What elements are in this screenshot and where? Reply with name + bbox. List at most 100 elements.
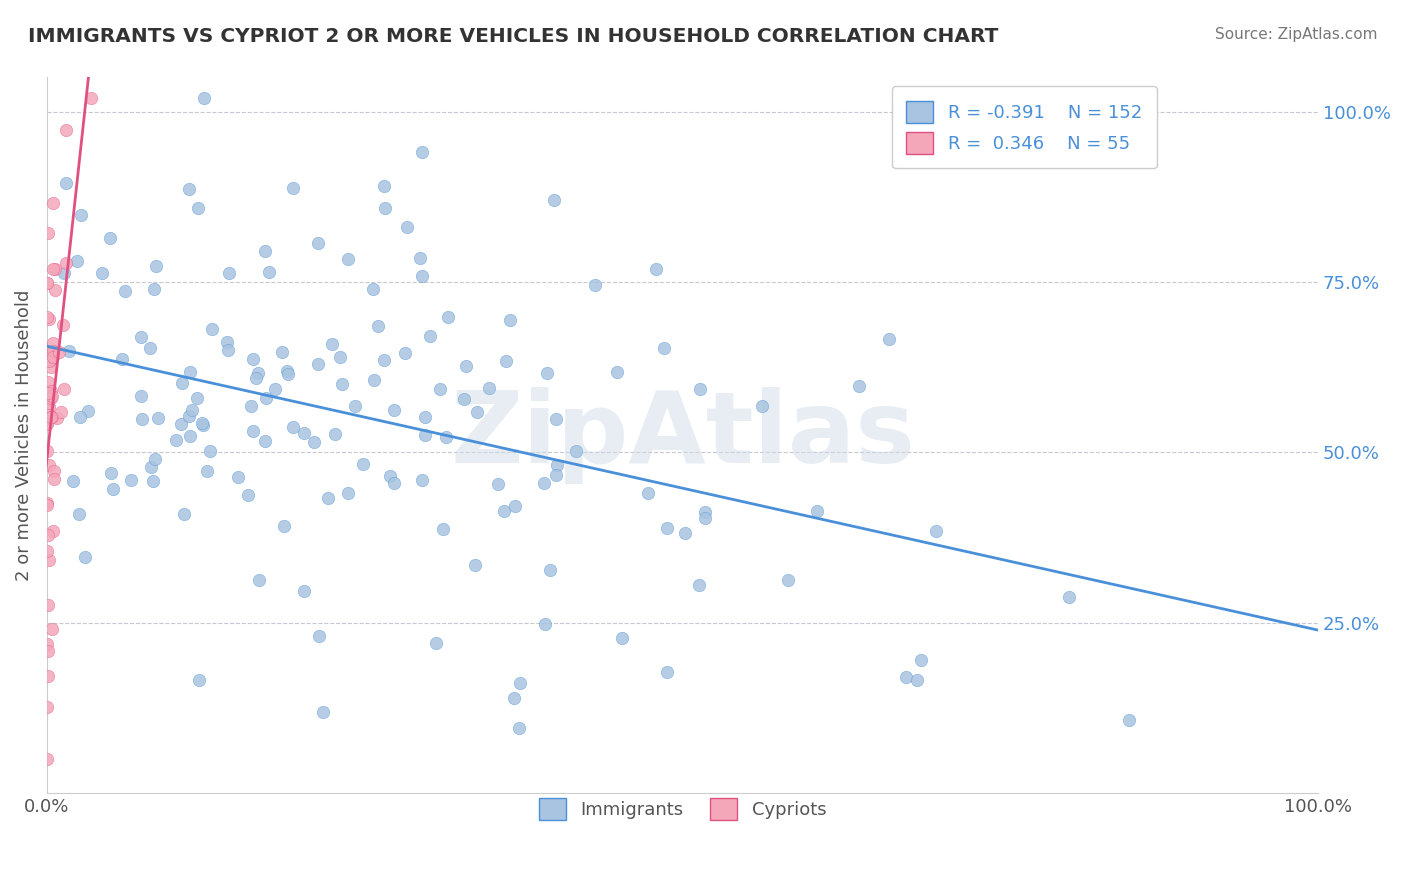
Point [910,653,932,667]
Point [612,631,634,645]
Point [437,310,460,324]
Point [778,573,800,587]
Point [49,405,72,419]
Point [411,145,433,159]
Point [187,201,209,215]
Point [120,473,142,487]
Point [37,598,59,612]
Point [330,377,353,392]
Point [264,382,287,396]
Point [425,635,447,649]
Point [337,486,360,500]
Point [546,458,568,472]
Point [193,91,215,105]
Point [508,721,530,735]
Point [465,405,488,419]
Point [655,665,678,679]
Point [35,345,58,359]
Point [374,201,396,215]
Point [37,528,59,542]
Point [411,473,433,487]
Point [281,419,304,434]
Point [141,460,163,475]
Point [35,416,58,430]
Point [253,244,276,258]
Point [259,265,281,279]
Point [536,366,558,380]
Point [37,669,59,683]
Point [281,181,304,195]
Point [62,474,84,488]
Point [103,483,125,497]
Legend: Immigrants, Cypriots: Immigrants, Cypriots [524,783,841,834]
Point [138,341,160,355]
Point [41,409,63,424]
Point [226,469,249,483]
Point [247,574,270,588]
Point [177,182,200,196]
Point [80,91,103,105]
Point [373,353,395,368]
Point [534,617,557,632]
Point [35,498,58,512]
Point [66,253,89,268]
Point [411,269,433,284]
Point [238,488,260,502]
Point [538,563,561,577]
Point [110,351,132,366]
Point [53,382,76,396]
Point [35,444,58,458]
Point [44,283,66,297]
Point [131,389,153,403]
Point [218,266,240,280]
Text: IMMIGRANTS VS CYPRIOT 2 OR MORE VEHICLES IN HOUSEHOLD CORRELATION CHART: IMMIGRANTS VS CYPRIOT 2 OR MORE VEHICLES… [28,27,998,45]
Point [1118,713,1140,727]
Text: ZipAtlas: ZipAtlas [450,387,915,483]
Point [453,392,475,406]
Point [179,429,201,443]
Point [37,752,59,766]
Point [308,357,330,371]
Point [1057,590,1080,604]
Point [100,467,122,481]
Point [200,444,222,458]
Point [321,336,343,351]
Point [38,553,60,567]
Point [688,577,710,591]
Point [806,503,828,517]
Point [38,354,60,368]
Point [343,399,366,413]
Point [606,365,628,379]
Point [217,343,239,357]
Point [329,351,352,365]
Point [292,426,315,441]
Point [543,193,565,207]
Point [38,458,60,472]
Point [145,259,167,273]
Point [655,521,678,535]
Point [308,629,330,643]
Point [37,700,59,714]
Point [114,284,136,298]
Point [42,344,65,359]
Point [394,346,416,360]
Point [91,266,114,280]
Point [434,430,457,444]
Point [456,359,478,373]
Point [55,176,77,190]
Point [187,673,209,687]
Point [39,409,62,424]
Point [41,196,63,211]
Point [245,371,267,385]
Point [35,277,58,291]
Point [48,345,70,359]
Text: Source: ZipAtlas.com: Source: ZipAtlas.com [1215,27,1378,42]
Point [41,350,63,364]
Point [363,373,385,387]
Point [277,368,299,382]
Point [37,386,59,401]
Point [45,410,67,425]
Point [254,434,277,448]
Point [478,381,501,395]
Point [583,278,606,293]
